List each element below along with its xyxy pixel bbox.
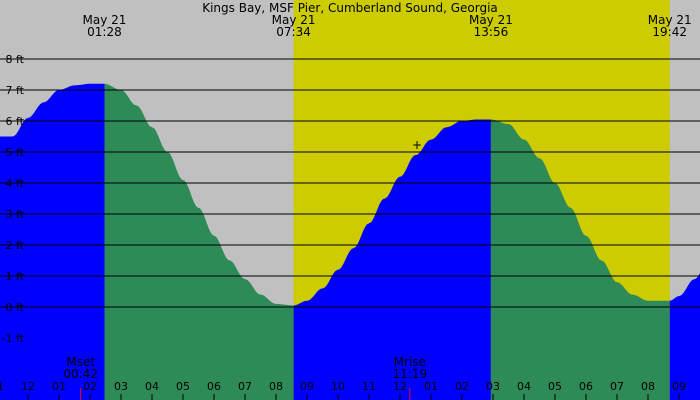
x-tick-label: 03 bbox=[486, 380, 500, 393]
x-tick-label: 05 bbox=[176, 380, 190, 393]
rising-tide-area bbox=[669, 273, 700, 400]
x-tick-label: 12 bbox=[393, 380, 407, 393]
x-tick-label: 09 bbox=[300, 380, 314, 393]
falling-tide-area bbox=[490, 119, 670, 400]
x-tick-label: 01 bbox=[52, 380, 66, 393]
x-tick-label: 05 bbox=[548, 380, 562, 393]
x-tick-label: 04 bbox=[517, 380, 531, 393]
x-tick-label: 07 bbox=[238, 380, 252, 393]
x-tick-label: 08 bbox=[641, 380, 655, 393]
x-tick-label: 06 bbox=[579, 380, 593, 393]
y-tick-label: 4 ft bbox=[6, 177, 25, 190]
extreme-date-label: May 21 bbox=[83, 13, 127, 27]
falling-tide-area bbox=[104, 83, 294, 400]
x-tick-label: 08 bbox=[269, 380, 283, 393]
moon-event-time: 11:19 bbox=[393, 367, 428, 381]
x-tick-label: 02 bbox=[455, 380, 469, 393]
y-tick-label: 2 ft bbox=[6, 239, 25, 252]
extreme-date-label: May 21 bbox=[272, 13, 316, 27]
height-gridlines bbox=[0, 58, 700, 308]
y-tick-label: 5 ft bbox=[6, 146, 25, 159]
y-tick-label: 8 ft bbox=[6, 53, 25, 66]
x-tick-label: 09 bbox=[672, 380, 686, 393]
y-tick-label: 0 ft bbox=[6, 301, 25, 314]
rising-tide-area bbox=[293, 119, 491, 400]
cursor-marker: + bbox=[412, 138, 422, 152]
x-tick-label: 06 bbox=[207, 380, 221, 393]
extreme-time-label: 13:56 bbox=[474, 25, 509, 39]
x-tick-label: 11 bbox=[362, 380, 376, 393]
y-tick-label: 6 ft bbox=[6, 115, 25, 128]
y-tick-label: -1 ft bbox=[2, 332, 25, 345]
x-axis-hour-labels: 11 12 01 02 03 04 05 06 07 08 09 10 11 12 01 02 03 04 05 06… bbox=[0, 380, 686, 400]
y-tick-label: 1 ft bbox=[6, 270, 25, 283]
x-tick-label: 03 bbox=[114, 380, 128, 393]
moon-event-time: 00:42 bbox=[63, 367, 98, 381]
extreme-date-label: May 21 bbox=[469, 13, 513, 27]
x-tick-label: 02 bbox=[83, 380, 97, 393]
y-tick-label: 7 ft bbox=[6, 84, 25, 97]
extreme-time-label: 19:42 bbox=[652, 25, 687, 39]
extreme-time-label: 07:34 bbox=[276, 25, 311, 39]
x-tick-label: 12 bbox=[21, 380, 35, 393]
moon-event-label: Mset bbox=[66, 355, 95, 369]
y-tick-label: 3 ft bbox=[6, 208, 25, 221]
extreme-date-label: May 21 bbox=[648, 13, 692, 27]
rising-tide-area bbox=[0, 83, 105, 400]
y-axis-labels: 8 ft 7 ft 6 ft 5 ft 4 ft 3 ft 2 ft 1 ft 0 ft -1 f… bbox=[2, 53, 25, 345]
x-tick-label: 10 bbox=[331, 380, 345, 393]
x-tick-label: 07 bbox=[610, 380, 624, 393]
chart-title: Kings Bay, MSF Pier, Cumberland Sound, G… bbox=[202, 1, 498, 15]
extreme-time-label: 01:28 bbox=[87, 25, 122, 39]
tide-curve-areas bbox=[0, 83, 700, 400]
moon-event-label: Mrise bbox=[394, 355, 426, 369]
x-tick-label: 01 bbox=[424, 380, 438, 393]
x-tick-label: 11 bbox=[0, 380, 4, 393]
x-tick-label: 04 bbox=[145, 380, 159, 393]
